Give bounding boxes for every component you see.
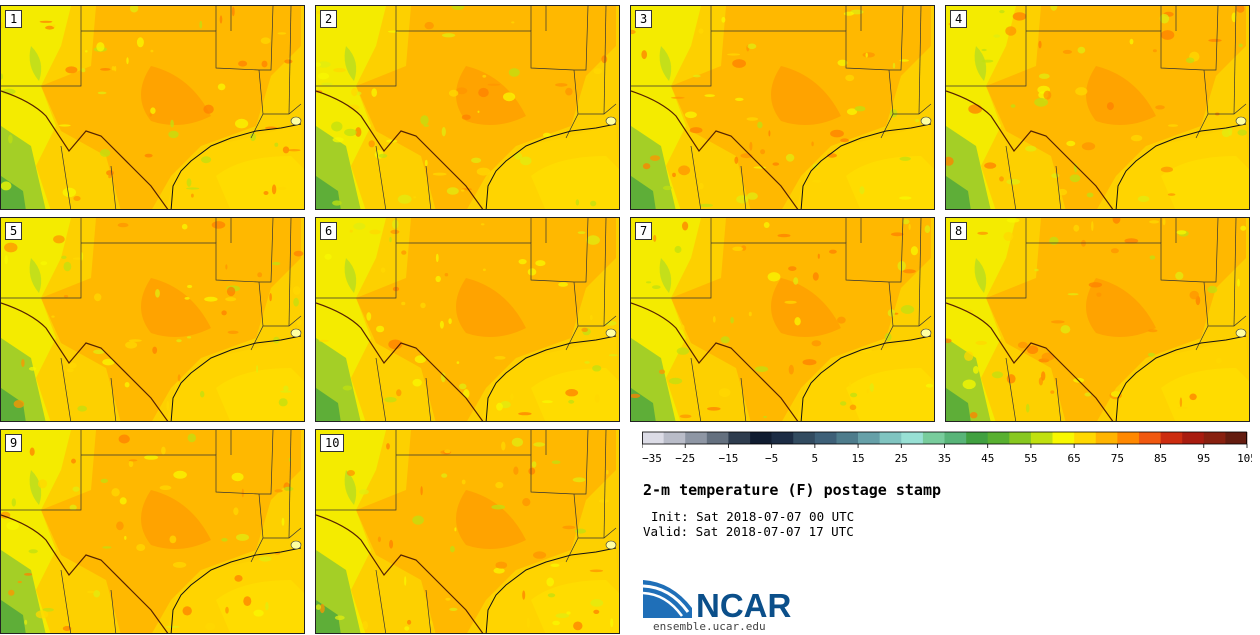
member-panel-8: 8 — [945, 217, 1250, 422]
colorbar-swatch — [879, 432, 902, 444]
temperature-map — [631, 6, 934, 209]
temperature-map — [1, 430, 304, 633]
colorbar-tick-label: 25 — [895, 452, 908, 465]
colorbar-swatch — [663, 432, 686, 444]
colorbar-tick-label: −25 — [675, 452, 695, 465]
temperature-map — [946, 6, 1249, 209]
member-panel-5: 5 — [0, 217, 305, 422]
member-panel-9: 9 — [0, 429, 305, 634]
member-number-label: 3 — [635, 10, 653, 28]
member-panel-1: 1 — [0, 5, 305, 210]
colorbar-swatch — [858, 432, 880, 444]
colorbar-tick-label: 65 — [1068, 452, 1081, 465]
colorbar-swatch — [1117, 432, 1140, 444]
colorbar-swatch — [1138, 432, 1161, 444]
colorbar-swatch — [1182, 432, 1205, 444]
temperature-map — [316, 6, 619, 209]
colorbar-swatch — [901, 432, 924, 444]
colorbar-swatch — [771, 432, 794, 444]
colorbar-tick-label: 15 — [851, 452, 864, 465]
member-number-label: 10 — [320, 434, 345, 452]
website-url: ensemble.ucar.edu — [653, 620, 766, 633]
valid-time: Valid: Sat 2018-07-07 17 UTC — [643, 524, 854, 539]
member-panel-7: 7 — [630, 217, 935, 422]
temperature-map — [1, 6, 304, 209]
temperature-map — [946, 218, 1249, 421]
member-number-label: 4 — [950, 10, 968, 28]
colorbar-swatch — [1203, 432, 1226, 444]
colorbar-tick-label: 55 — [1024, 452, 1037, 465]
colorbar-tick-label: −35 — [642, 452, 662, 465]
member-number-label: 9 — [5, 434, 23, 452]
member-number-label: 5 — [5, 222, 23, 240]
colorbar-swatch — [966, 432, 989, 444]
temperature-map — [316, 218, 619, 421]
colorbar-tick-label: 75 — [1111, 452, 1124, 465]
member-number-label: 2 — [320, 10, 338, 28]
colorbar-swatch — [1160, 432, 1183, 444]
colorbar-swatch — [836, 432, 859, 444]
colorbar-swatch — [1009, 432, 1032, 444]
colorbar-swatch — [1030, 432, 1053, 444]
member-number-label: 6 — [320, 222, 338, 240]
member-panel-2: 2 — [315, 5, 620, 210]
colorbar-swatch — [1225, 432, 1248, 444]
colorbar-tick-label: −15 — [718, 452, 738, 465]
colorbar-tick-label: 5 — [812, 452, 819, 465]
member-number-label: 7 — [635, 222, 653, 240]
ncar-logo-text: NCAR — [696, 587, 791, 620]
colorbar-swatch — [685, 432, 708, 444]
colorbar-tick-label: 35 — [938, 452, 951, 465]
colorbar-swatch — [793, 432, 816, 444]
colorbar-tick-label: 105 — [1237, 452, 1252, 465]
colorbar-tick-label: 95 — [1197, 452, 1210, 465]
temperature-map — [1, 218, 304, 421]
member-panel-3: 3 — [630, 5, 935, 210]
colorbar-swatch — [987, 432, 1010, 444]
colorbar-swatch — [642, 432, 664, 444]
colorbar-swatch — [944, 432, 967, 444]
colorbar-swatch — [1074, 432, 1097, 444]
colorbar-swatch — [922, 432, 945, 444]
colorbar-swatch — [1052, 432, 1075, 444]
colorbar-swatch — [706, 432, 729, 444]
member-panel-6: 6 — [315, 217, 620, 422]
colorbar-swatch — [1095, 432, 1118, 444]
member-number-label: 8 — [950, 222, 968, 240]
init-time: Init: Sat 2018-07-07 00 UTC — [651, 509, 855, 524]
colorbar-tick-label: −5 — [765, 452, 778, 465]
temperature-colorbar: −35−25−15−55152535455565758595105115 — [642, 431, 1252, 465]
colorbar-tick-label: 45 — [981, 452, 994, 465]
colorbar-swatch — [814, 432, 837, 444]
member-number-label: 1 — [5, 10, 23, 28]
temperature-map — [631, 218, 934, 421]
member-panel-4: 4 — [945, 5, 1250, 210]
figure-title: 2-m temperature (F) postage stamp — [643, 481, 942, 499]
colorbar-swatch — [728, 432, 751, 444]
temperature-map — [316, 430, 619, 633]
ncar-logo: NCAR — [642, 580, 791, 620]
colorbar-tick-label: 85 — [1154, 452, 1167, 465]
member-panel-10: 10 — [315, 429, 620, 634]
colorbar-swatch — [750, 432, 772, 444]
